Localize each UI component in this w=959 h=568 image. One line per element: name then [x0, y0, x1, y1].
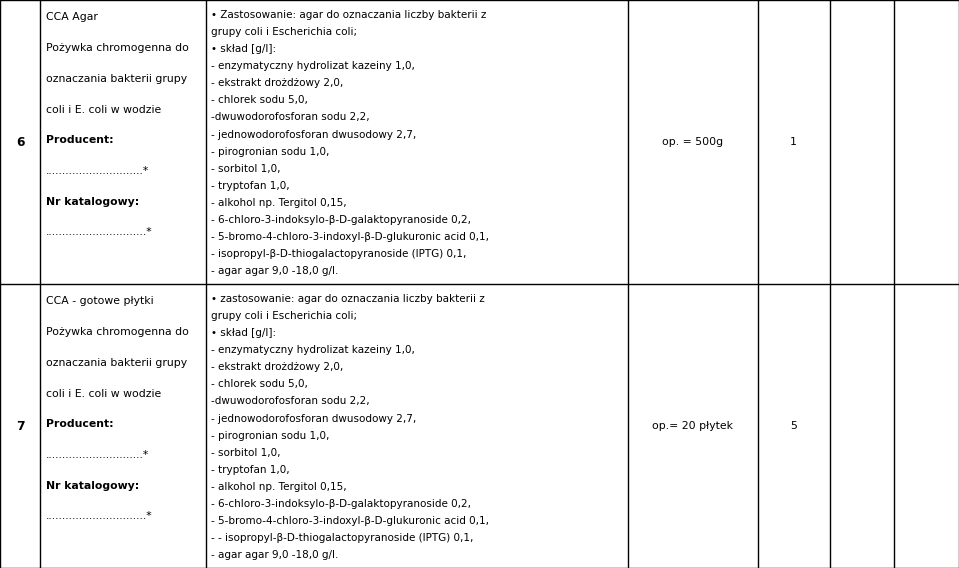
Text: - alkohol np. Tergitol 0,15,: - alkohol np. Tergitol 0,15,	[211, 482, 346, 492]
Text: Producent:: Producent:	[46, 135, 114, 145]
Text: - 5-bromo-4-chloro-3-indoxyl-β-D-glukuronic acid 0,1,: - 5-bromo-4-chloro-3-indoxyl-β-D-glukuro…	[211, 232, 489, 242]
Text: Nr katalogowy:: Nr katalogowy:	[46, 481, 139, 491]
Text: oznaczania bakterii grupy: oznaczania bakterii grupy	[46, 74, 187, 84]
Text: coli i E. coli w wodzie: coli i E. coli w wodzie	[46, 105, 161, 115]
Text: - jednowodorofosforan dwusodowy 2,7,: - jednowodorofosforan dwusodowy 2,7,	[211, 130, 416, 140]
Text: - chlorek sodu 5,0,: - chlorek sodu 5,0,	[211, 95, 308, 106]
Text: - chlorek sodu 5,0,: - chlorek sodu 5,0,	[211, 379, 308, 390]
Text: - - isopropyl-β-D-thiogalactopyranoside (IPTG) 0,1,: - - isopropyl-β-D-thiogalactopyranoside …	[211, 533, 474, 543]
Text: • skład [g/l]:: • skład [g/l]:	[211, 44, 276, 55]
Text: - jednowodorofosforan dwusodowy 2,7,: - jednowodorofosforan dwusodowy 2,7,	[211, 414, 416, 424]
Text: ..............................*: ..............................*	[46, 511, 152, 521]
Text: - enzymatyczny hydrolizat kazeiny 1,0,: - enzymatyczny hydrolizat kazeiny 1,0,	[211, 345, 415, 356]
Text: op. = 500g: op. = 500g	[663, 137, 723, 147]
Text: -dwuwodorofosforan sodu 2,2,: -dwuwodorofosforan sodu 2,2,	[211, 396, 369, 407]
Text: - 6-chloro-3-indoksylo-β-D-galaktopyranoside 0,2,: - 6-chloro-3-indoksylo-β-D-galaktopyrano…	[211, 499, 471, 509]
Text: coli i E. coli w wodzie: coli i E. coli w wodzie	[46, 389, 161, 399]
Text: - sorbitol 1,0,: - sorbitol 1,0,	[211, 164, 280, 174]
Text: - agar agar 9,0 -18,0 g/l.: - agar agar 9,0 -18,0 g/l.	[211, 266, 339, 276]
Text: • zastosowanie: agar do oznaczania liczby bakterii z: • zastosowanie: agar do oznaczania liczb…	[211, 294, 484, 304]
Text: oznaczania bakterii grupy: oznaczania bakterii grupy	[46, 358, 187, 368]
Text: Pożywka chromogenna do: Pożywka chromogenna do	[46, 327, 189, 337]
Text: 1: 1	[790, 137, 797, 147]
Text: - 5-bromo-4-chloro-3-indoxyl-β-D-glukuronic acid 0,1,: - 5-bromo-4-chloro-3-indoxyl-β-D-glukuro…	[211, 516, 489, 526]
Text: - pirogronian sodu 1,0,: - pirogronian sodu 1,0,	[211, 431, 329, 441]
Text: Nr katalogowy:: Nr katalogowy:	[46, 197, 139, 207]
Text: op.= 20 płytek: op.= 20 płytek	[652, 421, 734, 431]
Text: 7: 7	[16, 420, 24, 432]
Text: .............................*: .............................*	[46, 166, 150, 176]
Text: - alkohol np. Tergitol 0,15,: - alkohol np. Tergitol 0,15,	[211, 198, 346, 208]
Text: - tryptofan 1,0,: - tryptofan 1,0,	[211, 465, 290, 475]
Text: - pirogronian sodu 1,0,: - pirogronian sodu 1,0,	[211, 147, 329, 157]
Text: - 6-chloro-3-indoksylo-β-D-galaktopyranoside 0,2,: - 6-chloro-3-indoksylo-β-D-galaktopyrano…	[211, 215, 471, 225]
Text: grupy coli i Escherichia coli;: grupy coli i Escherichia coli;	[211, 311, 357, 321]
Text: CCA Agar: CCA Agar	[46, 12, 98, 23]
Text: - ekstrakt drożdżowy 2,0,: - ekstrakt drożdżowy 2,0,	[211, 362, 343, 373]
Text: 6: 6	[16, 136, 24, 148]
Text: ..............................*: ..............................*	[46, 227, 152, 237]
Text: - sorbitol 1,0,: - sorbitol 1,0,	[211, 448, 280, 458]
Text: Producent:: Producent:	[46, 419, 114, 429]
Text: • Zastosowanie: agar do oznaczania liczby bakterii z: • Zastosowanie: agar do oznaczania liczb…	[211, 10, 486, 20]
Text: Pożywka chromogenna do: Pożywka chromogenna do	[46, 43, 189, 53]
Text: • skład [g/l]:: • skład [g/l]:	[211, 328, 276, 339]
Text: - ekstrakt drożdżowy 2,0,: - ekstrakt drożdżowy 2,0,	[211, 78, 343, 89]
Text: 5: 5	[790, 421, 797, 431]
Text: grupy coli i Escherichia coli;: grupy coli i Escherichia coli;	[211, 27, 357, 37]
Text: - isopropyl-β-D-thiogalactopyranoside (IPTG) 0,1,: - isopropyl-β-D-thiogalactopyranoside (I…	[211, 249, 466, 259]
Text: - tryptofan 1,0,: - tryptofan 1,0,	[211, 181, 290, 191]
Text: CCA - gotowe płytki: CCA - gotowe płytki	[46, 296, 153, 307]
Text: - enzymatyczny hydrolizat kazeiny 1,0,: - enzymatyczny hydrolizat kazeiny 1,0,	[211, 61, 415, 72]
Text: -dwuwodorofosforan sodu 2,2,: -dwuwodorofosforan sodu 2,2,	[211, 112, 369, 123]
Text: - agar agar 9,0 -18,0 g/l.: - agar agar 9,0 -18,0 g/l.	[211, 550, 339, 560]
Text: .............................*: .............................*	[46, 450, 150, 460]
